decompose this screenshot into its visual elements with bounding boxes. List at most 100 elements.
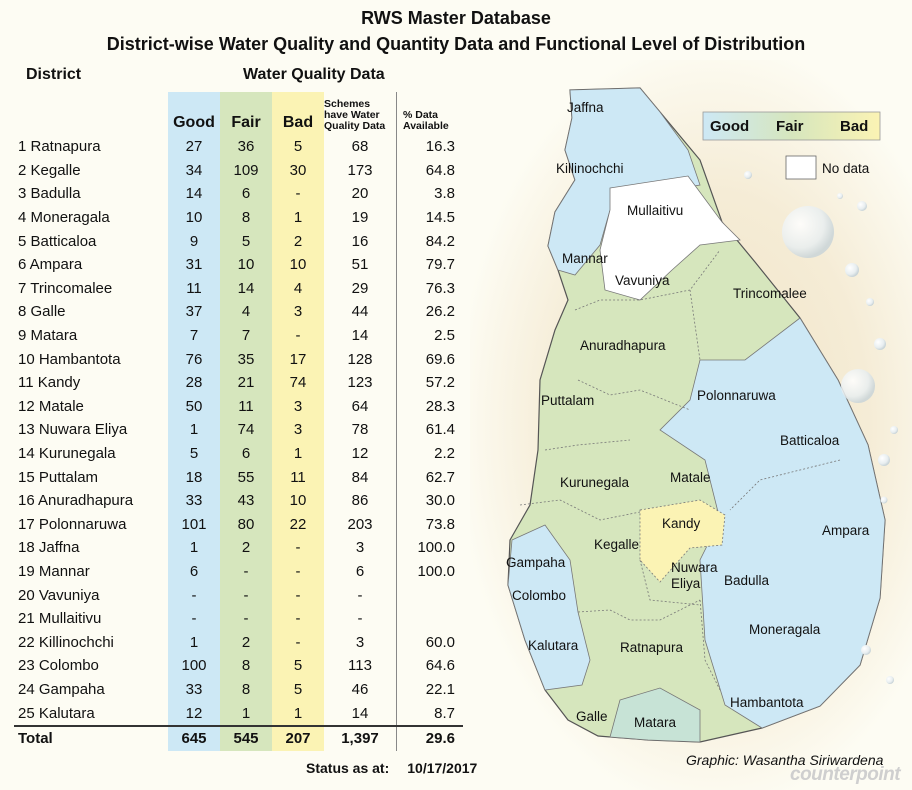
- legend-fair: Fair: [776, 118, 804, 135]
- fair-value: 7: [220, 323, 272, 348]
- good-value: 12: [168, 701, 220, 726]
- schemes-value: 78: [324, 418, 397, 442]
- graphic-credit: Graphic: Wasantha Siriwardena: [686, 752, 884, 768]
- pct-column-header: % Data Available: [403, 109, 449, 132]
- pct-value: 64.8: [425, 161, 455, 179]
- bad-value: 3: [272, 300, 324, 324]
- map-label-jaffna: Jaffna: [567, 100, 604, 115]
- map-label-gampaha: Gampaha: [506, 555, 566, 570]
- fair-value: 35: [220, 347, 272, 371]
- fair-value: 43: [220, 488, 272, 513]
- decor-bubble: [845, 263, 859, 277]
- decor-bubble: [744, 171, 752, 179]
- pct-value: 14.5: [425, 209, 455, 227]
- total-district-name: Total: [14, 724, 168, 751]
- decor-bubble: [782, 206, 834, 258]
- pct-value: 30.0: [425, 492, 455, 510]
- region-nodata: [599, 175, 741, 301]
- fair-value: 36: [220, 135, 272, 159]
- decor-bubble: [886, 676, 894, 684]
- bad-value: 1: [272, 205, 324, 230]
- map-label-vavuniya: Vavuniya: [615, 273, 670, 288]
- schemes-value: 64: [324, 394, 397, 419]
- good-value: 34: [168, 158, 220, 183]
- region-good-east: [659, 317, 886, 729]
- good-value: 6: [168, 559, 220, 584]
- district-name: 5 Batticaloa: [18, 232, 97, 250]
- status-line: Status as at: 10/17/2017: [306, 760, 477, 776]
- good-value: 33: [168, 677, 220, 702]
- pct-value: 73.8: [425, 515, 455, 533]
- decor-bubble: [874, 338, 886, 350]
- schemes-value: 3: [324, 536, 397, 560]
- schemes-value: 6: [324, 559, 397, 584]
- fair-value: 74: [220, 418, 272, 442]
- legend-scale: [702, 111, 881, 141]
- district-name: 15 Puttalam: [18, 468, 99, 486]
- bad-value: 17: [272, 347, 324, 371]
- good-value: 5: [168, 441, 220, 466]
- district-name: 21 Mullaitivu: [18, 610, 102, 628]
- district-name: 6 Ampara: [18, 256, 83, 274]
- legend-nodata: No data: [822, 161, 870, 176]
- district-name: 18 Jaffna: [18, 539, 80, 557]
- pct-value: 57.2: [425, 374, 455, 392]
- fair-value: 4: [220, 300, 272, 324]
- schemes-value: 29: [324, 276, 397, 301]
- district-name: 8 Galle: [18, 303, 66, 321]
- map-label-kegalle: Kegalle: [594, 537, 639, 552]
- table-row: 18 Jaffna 1 2-3 100.0: [14, 536, 463, 560]
- pct-value: 22.1: [425, 680, 455, 698]
- fair-column-header: Fair: [220, 92, 272, 135]
- fair-value: 109: [220, 158, 272, 183]
- table-row: 14 Kurunegala 5 6 1 12 2.2: [14, 441, 463, 466]
- good-value: 50: [168, 394, 220, 419]
- decor-bubble: [861, 645, 871, 655]
- good-value: -: [168, 606, 220, 631]
- status-label: Status as at:: [306, 760, 390, 776]
- page-subtitle: District-wise Water Quality and Quantity…: [106, 34, 806, 54]
- fair-value: 21: [220, 370, 272, 395]
- table-row: 24 Gampaha 33 8 5 46 22.1: [14, 677, 463, 702]
- good-value: 101: [168, 512, 220, 537]
- schemes-value: 16: [324, 229, 397, 253]
- table-row: 1 Ratnapura 27 36 5 68 16.3: [14, 135, 463, 159]
- schemes-value: 20: [324, 182, 397, 206]
- map-label-ampara: Ampara: [822, 523, 870, 538]
- table-row: 9 Matara 7 7-14 2.5: [14, 323, 463, 348]
- fair-value: 6: [220, 441, 272, 466]
- region-kandy: [639, 499, 726, 583]
- table-row: 2 Kegalle 34 109 30 173 64.8: [14, 158, 463, 183]
- map-label-badulla: Badulla: [724, 573, 770, 588]
- total-bad-value: 207: [272, 724, 324, 751]
- schemes-value: -: [324, 606, 397, 631]
- bad-value: -: [272, 606, 324, 631]
- schemes-value: 203: [324, 512, 397, 537]
- table-row: 10 Hambantota 76 35 17 128 69.6: [14, 347, 463, 371]
- schemes-value: 14: [324, 323, 397, 348]
- fair-value: 80: [220, 512, 272, 537]
- bad-value: 74: [272, 370, 324, 395]
- table-row: 8 Galle 37 4 3 44 26.2: [14, 300, 463, 324]
- schemes-value: 14: [324, 701, 397, 726]
- schemes-value: 173: [324, 158, 397, 183]
- table-row: 12 Matale 50 11 3 64 28.3: [14, 394, 463, 419]
- good-value: 31: [168, 252, 220, 277]
- district-name: 13 Nuwara Eliya: [18, 421, 128, 439]
- bad-value: 2: [272, 229, 324, 253]
- district-name: 14 Kurunegala: [18, 445, 116, 463]
- map-label-polonnaruwa: Polonnaruwa: [697, 388, 776, 403]
- bad-value: 1: [272, 701, 324, 726]
- map-label-kalutara: Kalutara: [528, 638, 579, 653]
- good-value: 10: [168, 205, 220, 230]
- schemes-value: 3: [324, 630, 397, 655]
- district-table: Good Fair Bad Schemes have Water Quality…: [14, 92, 463, 751]
- table-row: 15 Puttalam 18 55 11 84 62.7: [14, 465, 463, 489]
- total-good-value: 645: [168, 724, 220, 751]
- fair-value: 2: [220, 536, 272, 560]
- pct-value: 8.7: [434, 704, 455, 722]
- legend-nodata-swatch: [785, 155, 817, 180]
- map-label-hambantota: Hambantota: [730, 695, 804, 710]
- status-date: 10/17/2017: [407, 760, 478, 776]
- schemes-value: 46: [324, 677, 397, 702]
